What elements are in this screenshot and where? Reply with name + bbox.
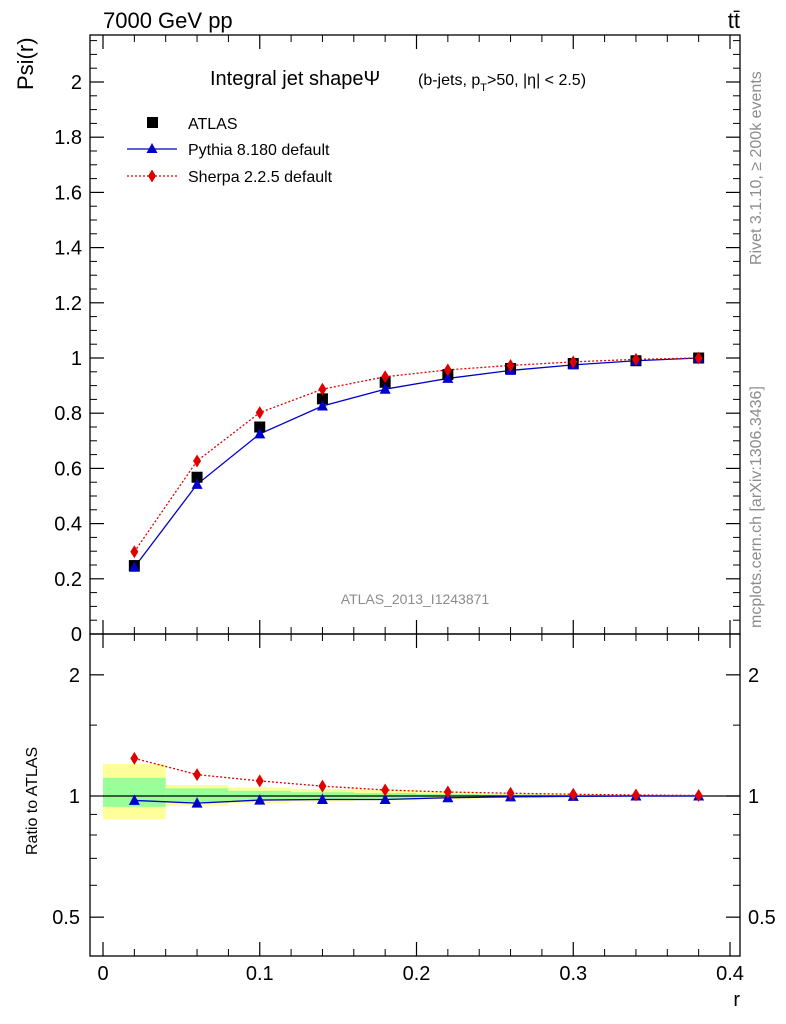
ratio-pythia-point	[254, 794, 266, 805]
x-tick-label: 0	[97, 963, 108, 985]
x-tick-label: 0.2	[403, 963, 431, 985]
legend: ATLAS Pythia 8.180 default Sherpa 2.2.5 …	[127, 116, 333, 186]
ratio-sherpa-point	[193, 768, 202, 782]
main-sherpa-point	[631, 352, 640, 366]
ratio-y-tick-label: 0.5	[52, 907, 80, 929]
ratio-y-tick-label: 2	[69, 665, 80, 687]
main-sherpa-line	[133, 357, 699, 553]
ratio-sherpa-point	[506, 786, 515, 800]
main-pythia-point	[379, 383, 391, 394]
ratio-sherpa-point	[130, 751, 139, 765]
legend-atlas-marker	[147, 117, 158, 128]
main-panel: 0.2 0.4 0.6 0.8 1 1.2 1.4 1.6 1.8 2 0 Psi(r) Integ…	[13, 34, 741, 646]
main-y-axis-label: Psi(r)	[13, 37, 38, 90]
main-y-tick-label: 1.2	[54, 293, 82, 315]
legend-sherpa-marker	[148, 169, 156, 183]
main-y-tick-label: 0.2	[54, 569, 82, 591]
ratio-pythia-point	[316, 793, 328, 805]
main-series	[128, 351, 705, 572]
ratio-y-tick-label-right: 2	[748, 665, 759, 687]
legend-pythia-marker	[146, 143, 158, 153]
analysis-watermark: ATLAS_2013_I1243871	[341, 591, 490, 607]
ratio-y-ticks: 0.5 0.5 1 1 2 2	[52, 665, 776, 929]
main-sherpa-point	[569, 355, 578, 369]
x-axis-label: r	[733, 989, 740, 1011]
title-detail-pre: (b-jets, p	[418, 72, 480, 89]
ratio-x-ticks: 0 0.1 0.2 0.3 0.4	[97, 634, 744, 985]
title-detail-post: >50, |η| < 2.5)	[487, 72, 586, 89]
main-atlas-point	[254, 421, 266, 433]
energy-label: 7000 GeV pp	[103, 8, 233, 33]
ratio-sherpa-line	[134, 757, 699, 797]
ratio-y-axis-label: Ratio to ATLAS	[24, 747, 41, 855]
ratio-sherpa-point	[318, 779, 327, 793]
main-pythia-point	[128, 561, 140, 572]
main-pythia-point	[316, 400, 328, 411]
main-sherpa-point	[443, 363, 452, 377]
ratio-band-stat	[165, 788, 229, 803]
ratio-sherpa-point	[694, 788, 703, 802]
chart-title: Integral jet shapeΨ	[210, 68, 380, 90]
ratio-pythia-point	[191, 797, 203, 808]
ratio-series	[128, 751, 705, 808]
rivet-label: Rivet 3.1.10, ≥ 200k events	[748, 71, 765, 265]
ratio-sherpa-point	[381, 783, 390, 797]
main-sherpa-point	[381, 370, 390, 384]
main-y-tick-label: 1.8	[54, 127, 82, 149]
ratio-pythia-line	[134, 795, 699, 804]
x-tick-label: 0.4	[716, 963, 744, 985]
main-y-tick-label: 0.8	[54, 403, 82, 425]
ratio-pythia-point	[128, 794, 140, 805]
main-sherpa-point	[506, 358, 515, 372]
main-y-ticks: 0.2 0.4 0.6 0.8 1 1.2 1.4 1.6 1.8 2 0	[54, 40, 740, 646]
main-sherpa-point	[318, 382, 327, 396]
ratio-panel: 0.5 0.51 12 2 0 0.1 0.2 0.3 0.4 Ratio to ATLAS …	[24, 633, 776, 1011]
main-pythia-point	[442, 372, 454, 383]
process-label: tt̄	[728, 8, 740, 33]
ratio-sherpa-point	[443, 785, 452, 799]
ratio-y-tick-label: 1	[69, 786, 80, 808]
main-pythia-point	[191, 478, 203, 489]
main-y-tick-label: 1.4	[54, 238, 82, 260]
main-sherpa-point	[255, 406, 264, 420]
main-y-tick-label-zero: 0	[71, 624, 82, 646]
chart-title-detail: (b-jets, pT>50, |η| < 2.5)	[418, 72, 586, 94]
main-y-tick-label: 2	[71, 72, 82, 94]
ratio-y-tick-label-right: 0.5	[748, 907, 776, 929]
main-y-tick-label: 0.4	[54, 514, 82, 536]
ratio-sherpa-point	[631, 788, 640, 802]
x-tick-label: 0.3	[559, 963, 587, 985]
main-x-ticks	[102, 35, 731, 634]
main-pythia-point	[254, 427, 266, 439]
mcplots-label: mcplots.cern.ch [arXiv:1306.3436]	[748, 386, 765, 628]
x-tick-label: 0.1	[246, 963, 274, 985]
legend-sherpa-label: Sherpa 2.2.5 default	[188, 169, 333, 186]
ratio-y-tick-label-right: 1	[748, 786, 759, 808]
main-sherpa-point	[130, 545, 139, 559]
main-sherpa-point	[193, 454, 202, 468]
ratio-pythia-point	[379, 793, 391, 805]
main-atlas-point	[191, 471, 203, 483]
main-y-tick-label: 1.6	[54, 182, 82, 204]
title-detail-sub: T	[480, 82, 487, 94]
legend-pythia-label: Pythia 8.180 default	[188, 142, 330, 159]
ratio-panel-frame	[89, 633, 741, 957]
main-y-tick-label: 1	[71, 348, 82, 370]
legend-atlas-label: ATLAS	[188, 116, 238, 133]
ratio-sherpa-point	[569, 787, 578, 801]
main-atlas-point	[316, 393, 328, 405]
main-pythia-line	[133, 357, 699, 568]
main-y-tick-label: 0.6	[54, 458, 82, 480]
main-sherpa-point	[694, 351, 703, 365]
ratio-sherpa-point	[255, 774, 264, 788]
